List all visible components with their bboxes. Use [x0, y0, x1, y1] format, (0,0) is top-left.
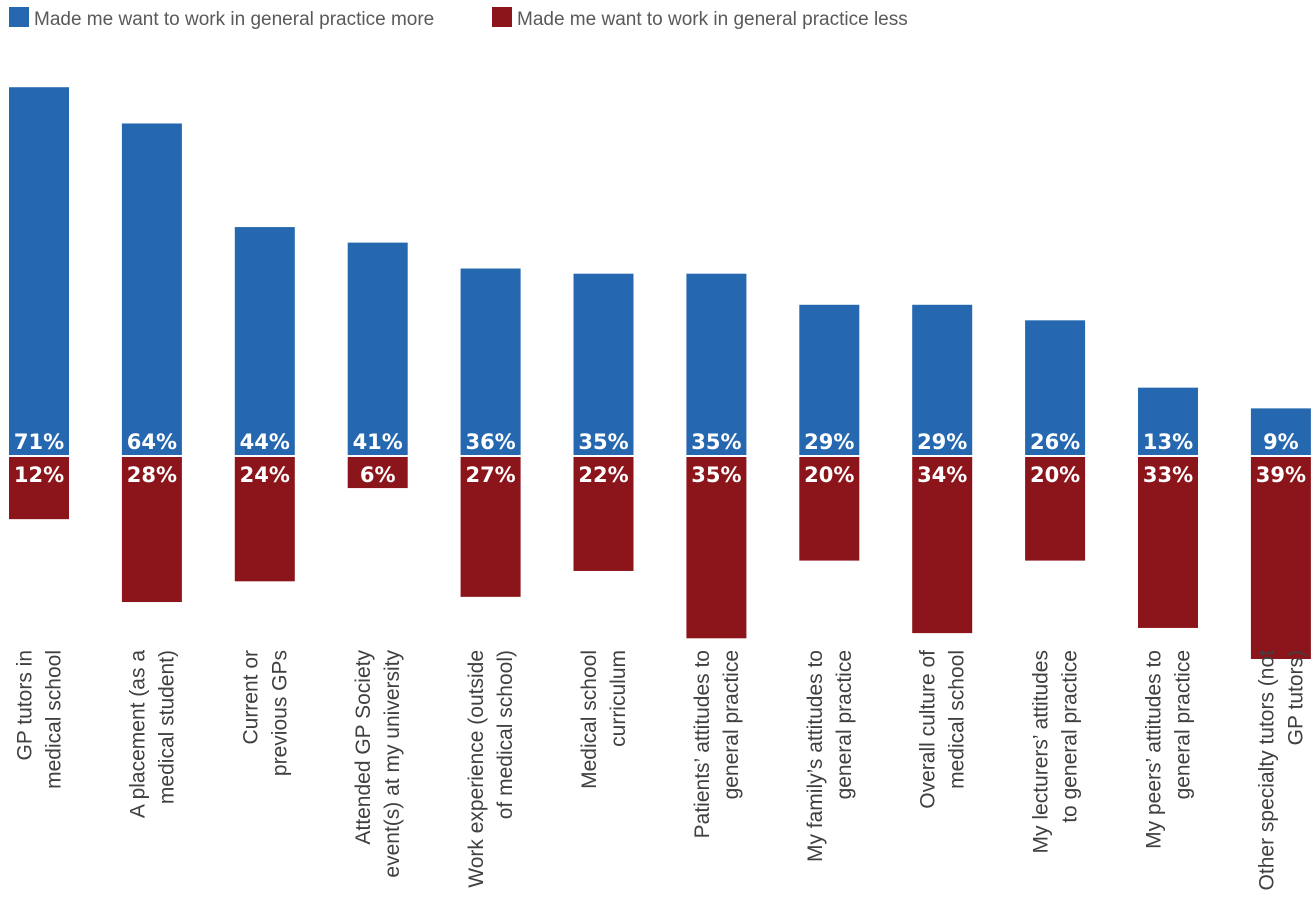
- bar-more: [1025, 320, 1086, 455]
- value-label-more: 13%: [1143, 430, 1193, 454]
- bar-more: [912, 304, 973, 455]
- category-label-line: GP tutors in: [14, 650, 37, 761]
- value-label-more: 44%: [240, 430, 290, 454]
- bar-less: [912, 457, 973, 634]
- category-label: My family’s attitudes to general practice: [804, 650, 856, 862]
- category-label-line: of medical school): [494, 650, 517, 819]
- category-label: Current or previous GPs: [239, 650, 291, 776]
- bar-more: [234, 227, 295, 455]
- category-label: Attended GP Society event(s) at my univer…: [352, 650, 404, 878]
- category-label-line: general practice: [833, 650, 856, 799]
- legend-swatch-more: [9, 7, 29, 27]
- value-label-less: 20%: [804, 463, 854, 487]
- legend-label-less: Made me want to work in general practice…: [517, 9, 908, 30]
- bar-more: [686, 273, 747, 455]
- value-label-more: 41%: [353, 430, 403, 454]
- category-label-line: general practice: [1172, 650, 1195, 799]
- bar-less: [347, 457, 408, 489]
- category-label-line: to general practice: [1059, 650, 1082, 823]
- bar-less: [9, 457, 69, 520]
- category-labels-group: GP tutors in medical school A placement (a…: [14, 650, 1308, 891]
- bar-more: [799, 304, 860, 455]
- bar-less: [1250, 457, 1311, 660]
- bar-more: [121, 123, 182, 455]
- category-label-line: My family’s attitudes to: [804, 650, 827, 862]
- bar-more: [573, 273, 634, 455]
- category-label-line: A placement (as a: [126, 650, 149, 818]
- category-label-line: medical school: [43, 650, 66, 789]
- value-label-less: 24%: [240, 463, 290, 487]
- category-label: A placement (as a medical student): [126, 650, 178, 818]
- category-label-line: general practice: [720, 650, 743, 799]
- bar-more: [1138, 387, 1198, 455]
- bar-less: [573, 457, 634, 571]
- bar-less: [460, 457, 521, 597]
- bar-more: [460, 268, 521, 455]
- value-label-less: 39%: [1256, 463, 1306, 487]
- bar-less: [799, 457, 860, 561]
- value-label-more: 26%: [1030, 430, 1080, 454]
- category-label-line: medical student): [155, 650, 178, 804]
- category-label: Patients’ attitudes to general practice: [691, 650, 743, 838]
- legend-label-more: Made me want to work in general practice…: [34, 9, 434, 30]
- value-label-more: 9%: [1263, 430, 1299, 454]
- category-label-line: Attended GP Society: [352, 650, 375, 845]
- category-label: Medical school curriculum: [578, 650, 630, 789]
- bar-less: [1025, 457, 1086, 561]
- value-label-more: 29%: [804, 430, 854, 454]
- bar-more: [1250, 408, 1311, 455]
- bar-more: [347, 242, 408, 455]
- category-label-line: previous GPs: [268, 650, 291, 776]
- value-label-less: 33%: [1143, 463, 1193, 487]
- category-label: GP tutors in medical school: [14, 650, 66, 789]
- category-label: Other specialty tutors (not GP tutors): [1255, 650, 1307, 891]
- value-label-less: 20%: [1030, 463, 1080, 487]
- value-label-less: 28%: [127, 463, 177, 487]
- value-label-less: 22%: [578, 463, 628, 487]
- category-label-line: GP tutors): [1284, 650, 1307, 745]
- bar-less: [234, 457, 295, 582]
- bar-less: [121, 457, 182, 603]
- category-label-line: Work experience (outside: [465, 650, 488, 888]
- category-label: Overall culture of medical school: [917, 650, 969, 809]
- category-label: My peers’ attitudes to general practice: [1143, 650, 1195, 849]
- category-label-line: Patients’ attitudes to: [691, 650, 714, 838]
- bars-group: 71% 12% 64% 28% 44% 24% 41% 6% 36% 27% 35% 22% 35% 35…: [9, 87, 1311, 660]
- value-label-less: 35%: [691, 463, 741, 487]
- category-label-line: Medical school: [578, 650, 601, 789]
- value-label-more: 64%: [127, 430, 177, 454]
- value-label-more: 35%: [691, 430, 741, 454]
- bar-less: [686, 457, 747, 639]
- category-label-line: curriculum: [607, 650, 630, 747]
- category-label-line: Current or: [239, 650, 262, 745]
- bar-less: [1138, 457, 1198, 628]
- legend: Made me want to work in general practice…: [9, 7, 908, 30]
- category-label: My lecturers’ attitudes to general practi…: [1030, 650, 1082, 853]
- category-label-line: My lecturers’ attitudes: [1030, 650, 1053, 853]
- value-label-less: 6%: [360, 463, 396, 487]
- value-label-more: 71%: [14, 430, 64, 454]
- category-label: Work experience (outside of medical schoo…: [465, 650, 517, 888]
- value-label-less: 34%: [917, 463, 967, 487]
- value-label-less: 27%: [465, 463, 515, 487]
- value-label-more: 35%: [578, 430, 628, 454]
- value-label-more: 36%: [465, 430, 515, 454]
- value-label-more: 29%: [917, 430, 967, 454]
- category-label-line: medical school: [946, 650, 969, 789]
- category-label-line: Other specialty tutors (not: [1255, 650, 1278, 891]
- category-label-line: event(s) at my university: [381, 650, 404, 878]
- bar-more: [9, 87, 69, 455]
- value-label-less: 12%: [14, 463, 64, 487]
- category-label-line: My peers’ attitudes to: [1143, 650, 1166, 849]
- category-label-line: Overall culture of: [917, 650, 940, 809]
- legend-swatch-less: [492, 7, 512, 27]
